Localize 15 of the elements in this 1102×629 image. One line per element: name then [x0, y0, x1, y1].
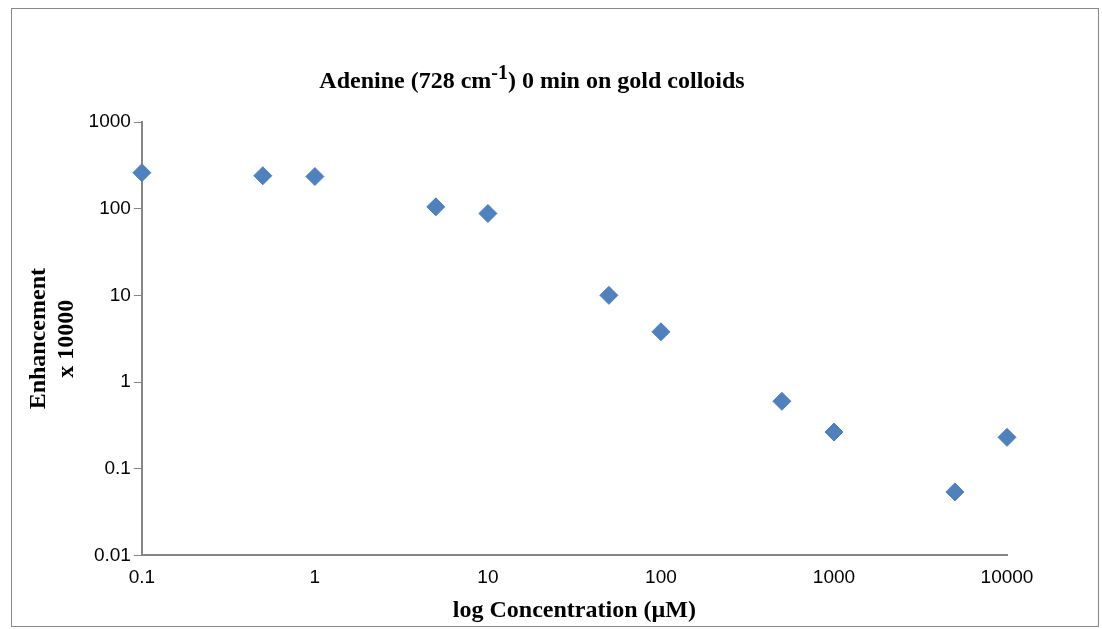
y-tick-label: 0.1 [104, 456, 131, 478]
y-tick-label: 10 [109, 283, 131, 305]
y-tick-label: 0.01 [93, 543, 131, 565]
y-tick-label: 1 [120, 370, 131, 392]
x-axis-title: log Concentration (µM) [452, 595, 696, 622]
y-tick-label: 100 [99, 196, 131, 218]
x-tick-label: 10000 [980, 566, 1034, 588]
x-tick-label: 1000 [812, 566, 856, 588]
x-tick-label: 100 [645, 566, 677, 588]
chart-title: Adenine (728 cm$^{-1}$) 0 min on gold colloids [318, 61, 746, 94]
x-tick-label: 0.1 [128, 566, 156, 588]
x-tick-label: 10 [477, 566, 499, 588]
x-tick-label: 1 [309, 566, 321, 588]
y-axis-title: Enhancement x 10000 [23, 268, 79, 410]
y-tick-label: 1000 [88, 110, 131, 132]
